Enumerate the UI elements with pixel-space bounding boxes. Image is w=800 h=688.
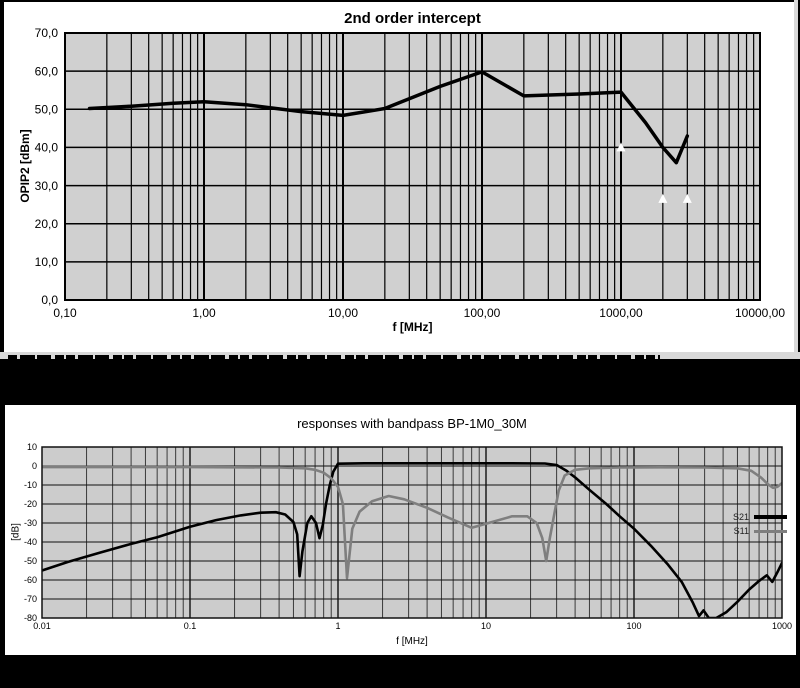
redacted-heading-band <box>0 355 800 404</box>
legend-label-s21: S21 <box>732 512 749 522</box>
redacted-text-remnants <box>8 355 660 359</box>
y-tick-label: 70,0 <box>35 26 59 40</box>
plot-border <box>64 32 761 301</box>
plot-area <box>65 33 760 300</box>
y-tick-label: -50 <box>24 556 37 566</box>
gridlines <box>42 447 782 618</box>
y-tick-label: 0 <box>32 461 37 471</box>
y-tick-label: -40 <box>24 537 37 547</box>
tick-labels: 0.01 0.1 1 10 100 1000-80-70-60-50-40-30-20-1… <box>24 442 792 631</box>
x-tick-label: 1000,00 <box>599 306 643 320</box>
plot-border <box>41 446 783 619</box>
legend-label-s11: S11 <box>733 526 749 536</box>
y-tick-label: 10 <box>27 442 37 452</box>
y-tick-label: 50,0 <box>35 102 59 116</box>
limit-marker-icon <box>658 193 668 203</box>
plot-area <box>42 447 782 618</box>
y-tick-label: 30,0 <box>35 179 59 193</box>
x-tick-label: 10000,00 <box>735 306 785 320</box>
y-tick-label: 60,0 <box>35 64 59 78</box>
series-opip2 <box>87 70 690 165</box>
y-tick-label: -10 <box>24 480 37 490</box>
series-s11 <box>42 465 782 580</box>
oip2-chart: 0,10 1,00 10,00 100,00 1000,00 10000,00 0,0 10,… <box>4 2 796 352</box>
gridlines <box>65 33 760 300</box>
x-tick-label: 100 <box>626 621 641 631</box>
right-margin-strip <box>794 0 798 352</box>
oip2-chart-title: 2nd order intercept <box>344 10 481 27</box>
y-tick-label: -30 <box>24 518 37 528</box>
bandpass-x-axis-title: f [MHz] <box>396 636 428 647</box>
series-s21 <box>42 461 782 618</box>
x-tick-label: 0,10 <box>53 306 77 320</box>
x-tick-label: 10 <box>481 621 491 631</box>
legend: S21 S11 <box>707 510 787 538</box>
limit-marker-icon <box>616 142 626 152</box>
y-tick-label: -20 <box>24 499 37 509</box>
bandpass-y-axis-title: [dB] <box>10 523 22 541</box>
bandpass-chart: 0.01 0.1 1 10 100 1000 -80 -70 -60 -50 -40 -30 -20 -1… <box>4 404 797 656</box>
tick-labels: 0,10 1,00 10,00 100,00 1000,00 10000,00 0,0 10,… <box>35 26 786 320</box>
y-tick-label: 40,0 <box>35 141 59 155</box>
x-tick-label: 0.01 <box>33 621 51 631</box>
bandpass-plot: 0.01 0.1 1 10 100 1000-80-70-60-50-40-30-20-1… <box>24 442 792 631</box>
y-tick-label: 20,0 <box>35 217 59 231</box>
x-tick-label: 10,00 <box>328 306 358 320</box>
s21-line-swatch <box>754 515 787 519</box>
x-tick-label: 1 <box>335 621 340 631</box>
oip2-y-axis-title: OPIP2 [dBm] <box>18 129 32 203</box>
oip2-x-axis-title: f [MHz] <box>392 320 433 334</box>
y-tick-label: -60 <box>24 575 37 585</box>
y-tick-label: 10,0 <box>35 255 59 269</box>
legend-entry-s11: S11 <box>707 524 787 538</box>
x-tick-label: 1,00 <box>192 306 216 320</box>
x-tick-label: 0.1 <box>184 621 197 631</box>
oip2-plot: 0,10 1,00 10,00 100,00 1000,00 10000,00 0,0 10,… <box>35 26 786 320</box>
y-tick-label: -80 <box>24 613 37 623</box>
s11-line-swatch <box>754 529 787 533</box>
y-tick-label: -70 <box>24 594 37 604</box>
y-tick-label: 0,0 <box>41 293 58 307</box>
x-tick-label: 100,00 <box>464 306 501 320</box>
limit-marker-icon <box>682 193 692 203</box>
legend-entry-s21: S21 <box>707 510 787 524</box>
bandpass-chart-title: responses with bandpass BP-1M0_30M <box>297 416 527 431</box>
x-tick-label: 1000 <box>772 621 792 631</box>
